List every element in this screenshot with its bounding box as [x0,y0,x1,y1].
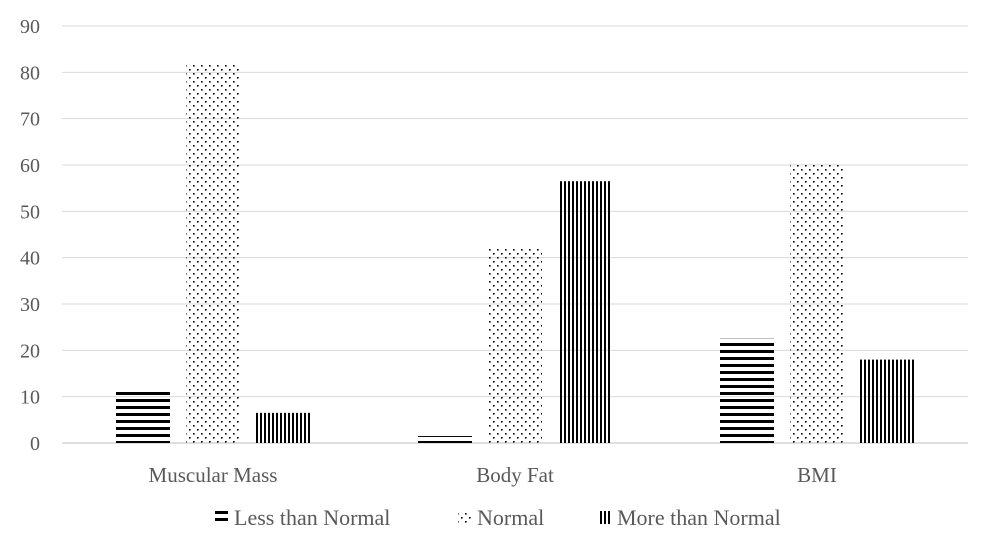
y-tick-label: 10 [20,387,40,409]
x-category-label: BMI [797,463,837,487]
y-axis-ticks: 0 10 20 30 40 50 60 70 80 90 [20,16,40,455]
legend-swatch-more-than-normal [598,511,611,524]
y-tick-label: 0 [30,433,40,455]
bar-more-than-normal-body-fat [558,181,612,443]
legend: Less than Normal Normal More than Normal [215,505,781,530]
legend-label: Normal [477,505,544,530]
y-tick-label: 50 [20,201,40,223]
y-tick-label: 60 [20,155,40,177]
bar-normal-body-fat [488,248,542,443]
legend-label: More than Normal [617,505,781,530]
bars [116,63,914,444]
y-tick-label: 70 [20,109,40,131]
bar-normal-muscular-mass [186,63,240,444]
y-tick-label: 30 [20,294,40,316]
bar-less-than-normal-bmi [720,338,774,443]
bar-more-than-normal-bmi [860,359,914,443]
legend-swatch-normal [458,511,471,524]
y-tick-label: 80 [20,62,40,84]
bar-less-than-normal-body-fat [418,436,472,443]
x-category-label: Body Fat [476,463,554,487]
legend-label: Less than Normal [234,505,390,530]
bar-normal-bmi [790,165,844,443]
bar-more-than-normal-muscular-mass [256,412,310,443]
x-category-label: Muscular Mass [149,463,278,487]
x-axis-categories: Muscular Mass Body Fat BMI [149,463,837,487]
y-tick-label: 40 [20,248,40,270]
legend-swatch-less-than-normal [215,511,228,524]
y-tick-label: 20 [20,340,40,362]
bar-less-than-normal-muscular-mass [116,389,170,443]
y-tick-label: 90 [20,16,40,38]
